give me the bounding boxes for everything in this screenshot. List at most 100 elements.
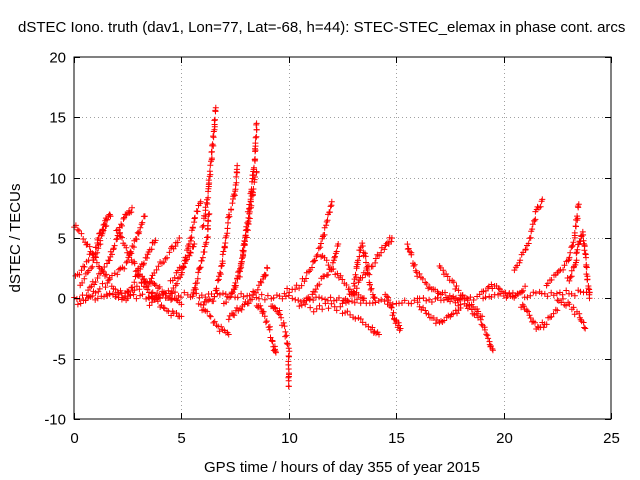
data-point bbox=[383, 293, 390, 300]
data-point bbox=[210, 319, 217, 326]
data-point bbox=[356, 253, 363, 260]
data-point bbox=[74, 226, 81, 233]
data-point bbox=[85, 257, 92, 264]
data-point bbox=[581, 324, 588, 331]
data-point bbox=[547, 314, 553, 321]
data-point bbox=[503, 294, 510, 301]
data-point bbox=[171, 274, 178, 281]
data-point bbox=[586, 289, 593, 296]
data-point bbox=[331, 303, 338, 310]
data-point bbox=[103, 222, 110, 229]
data-point bbox=[198, 292, 205, 299]
data-point bbox=[90, 251, 97, 258]
data-point bbox=[438, 318, 444, 325]
data-point bbox=[479, 313, 486, 320]
data-point bbox=[229, 200, 236, 207]
data-point bbox=[174, 239, 181, 246]
data-point bbox=[145, 283, 152, 289]
data-point bbox=[283, 332, 290, 339]
data-point bbox=[401, 297, 408, 304]
data-point bbox=[228, 206, 235, 213]
data-point bbox=[129, 243, 136, 249]
data-point bbox=[282, 293, 289, 300]
data-point bbox=[115, 266, 122, 273]
data-point bbox=[425, 311, 432, 318]
data-point bbox=[252, 174, 258, 180]
data-points bbox=[71, 104, 593, 390]
data-point bbox=[423, 297, 430, 304]
data-point bbox=[197, 198, 204, 205]
data-point bbox=[297, 298, 304, 305]
data-point bbox=[561, 262, 568, 269]
data-point bbox=[336, 294, 342, 301]
data-point bbox=[208, 291, 215, 297]
data-point bbox=[242, 238, 248, 245]
data-point bbox=[187, 249, 194, 256]
data-point bbox=[554, 307, 561, 314]
data-point bbox=[367, 281, 373, 288]
data-point bbox=[152, 237, 159, 244]
data-point bbox=[527, 292, 534, 299]
data-point bbox=[359, 319, 366, 326]
data-point bbox=[173, 310, 180, 316]
data-point bbox=[145, 294, 152, 301]
data-point bbox=[292, 286, 299, 293]
data-point bbox=[130, 291, 137, 298]
data-point bbox=[316, 294, 323, 301]
data-point bbox=[369, 300, 376, 307]
data-point bbox=[241, 301, 248, 308]
data-point bbox=[208, 158, 214, 165]
data-point bbox=[563, 287, 570, 294]
data-point bbox=[310, 308, 317, 315]
x-tick-label: 5 bbox=[177, 430, 185, 447]
data-point bbox=[517, 257, 524, 264]
data-point bbox=[285, 377, 292, 384]
data-point bbox=[120, 215, 127, 222]
data-point bbox=[237, 268, 243, 275]
data-point bbox=[406, 248, 413, 255]
y-tick-label: -5 bbox=[53, 352, 66, 369]
data-point bbox=[335, 241, 342, 247]
data-point bbox=[203, 239, 210, 246]
data-point bbox=[487, 343, 494, 349]
data-point bbox=[467, 294, 474, 301]
data-point bbox=[266, 326, 273, 333]
data-point bbox=[201, 249, 208, 255]
data-point bbox=[249, 296, 255, 303]
data-point bbox=[178, 301, 185, 308]
data-point bbox=[225, 219, 231, 226]
data-point bbox=[273, 292, 280, 299]
data-point bbox=[537, 203, 544, 210]
data-point bbox=[369, 324, 376, 331]
data-point bbox=[169, 290, 176, 297]
data-point bbox=[257, 302, 264, 309]
data-point bbox=[326, 209, 333, 216]
data-point bbox=[123, 259, 130, 266]
data-point bbox=[331, 254, 338, 261]
data-point bbox=[388, 235, 395, 241]
data-point bbox=[88, 265, 95, 272]
data-point bbox=[190, 243, 197, 250]
data-point bbox=[282, 333, 289, 340]
data-point bbox=[86, 243, 93, 250]
data-point bbox=[312, 257, 318, 264]
data-point bbox=[567, 274, 574, 281]
data-point bbox=[357, 300, 364, 307]
data-point bbox=[302, 301, 309, 308]
chart-title: dSTEC Iono. truth (dav1, Lon=77, Lat=-68… bbox=[18, 19, 625, 36]
data-point bbox=[529, 221, 536, 228]
data-point bbox=[81, 263, 88, 270]
data-point bbox=[238, 306, 245, 313]
data-point bbox=[568, 290, 575, 297]
data-point bbox=[218, 263, 225, 270]
data-point bbox=[115, 294, 122, 301]
data-point bbox=[350, 288, 357, 295]
data-point bbox=[444, 273, 451, 280]
data-point bbox=[234, 294, 241, 301]
data-point bbox=[284, 340, 291, 347]
data-point bbox=[314, 251, 321, 258]
data-point bbox=[225, 316, 232, 323]
data-point bbox=[359, 274, 366, 281]
data-point bbox=[477, 316, 484, 323]
data-point bbox=[272, 305, 279, 312]
